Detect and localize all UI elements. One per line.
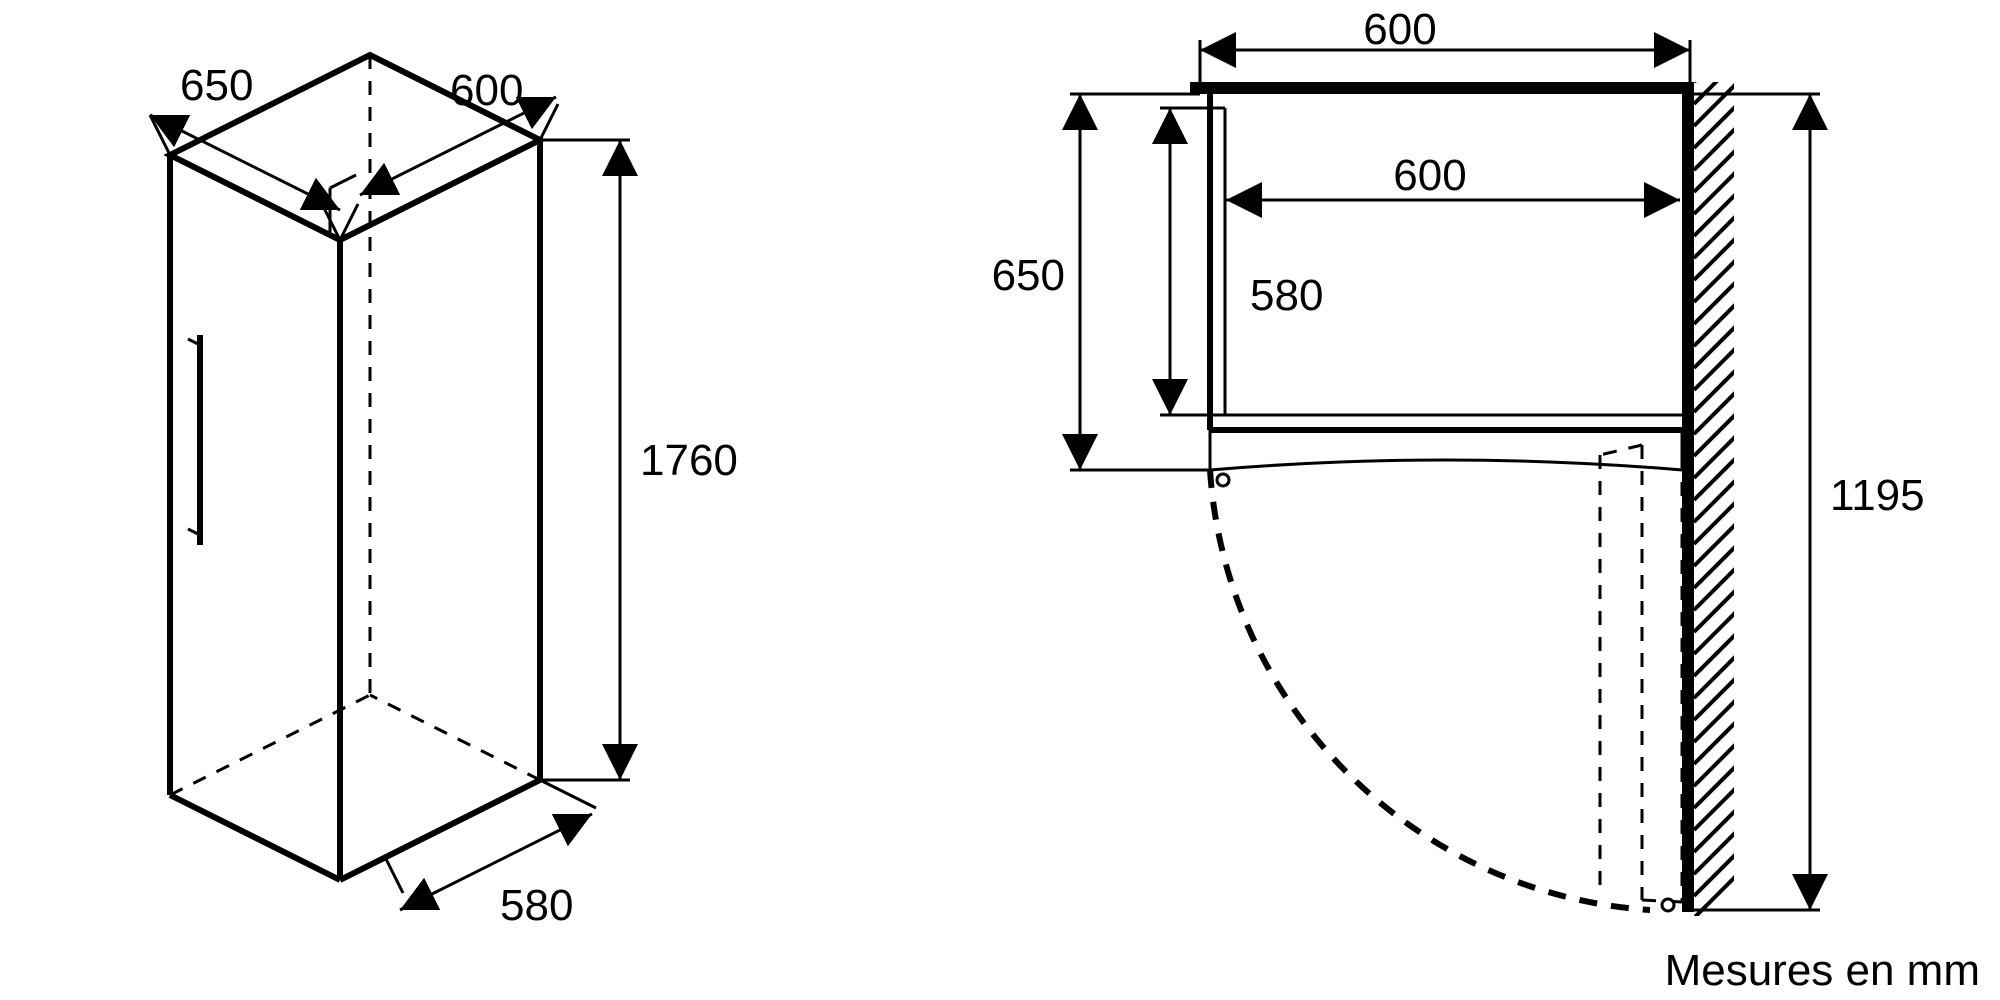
dim-label: 650 xyxy=(180,61,253,110)
door-open xyxy=(1600,430,1682,911)
dim-label: 1760 xyxy=(640,436,738,485)
units-caption: Mesures en mm xyxy=(1665,946,1980,995)
wall-hatch xyxy=(1694,36,1740,918)
dim-inner-580: 580 xyxy=(1160,108,1323,415)
dim-inner-600: 600 xyxy=(1226,151,1680,200)
door-swing-arc xyxy=(1210,470,1650,910)
dim-label: 580 xyxy=(1250,271,1323,320)
dim-label: 600 xyxy=(1363,5,1436,54)
dim-label: 1195 xyxy=(1830,471,1925,520)
technical-drawing: 650 600 1760 580 xyxy=(0,0,2000,1000)
door-handle xyxy=(188,335,200,545)
iso-view: 650 600 1760 580 xyxy=(150,55,738,930)
dim-swing-1195: 1195 xyxy=(1694,94,1925,910)
dim-label: 600 xyxy=(1393,151,1466,200)
dim-label: 600 xyxy=(450,66,523,115)
dim-height-1760: 1760 xyxy=(540,140,738,780)
dim-label: 650 xyxy=(992,251,1065,300)
dim-open-600: 600 xyxy=(1200,5,1690,82)
dim-label: 580 xyxy=(500,881,573,930)
door-closed xyxy=(1210,430,1682,486)
plan-view: 600 600 650 580 1195 xyxy=(992,5,1925,918)
